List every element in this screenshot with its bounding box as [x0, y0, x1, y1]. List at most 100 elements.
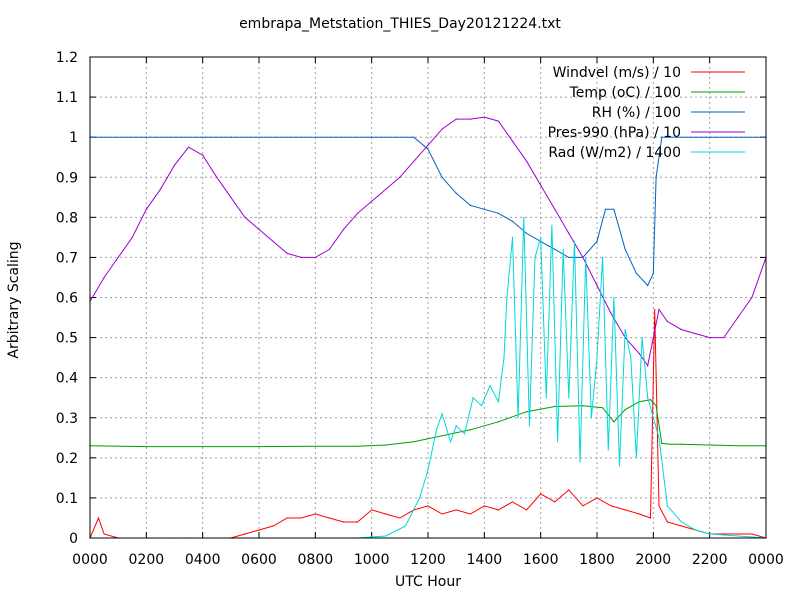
data-point: [314, 445, 316, 447]
data-point: [647, 397, 649, 399]
data-point: [272, 525, 274, 527]
data-point: [286, 517, 288, 519]
legend-label: RH (%) / 100: [592, 105, 681, 121]
x-tick-label: 0000: [748, 552, 784, 568]
data-point: [540, 493, 542, 495]
x-tick-label: 2200: [692, 552, 728, 568]
data-point: [638, 513, 640, 515]
data-point: [709, 533, 711, 535]
series-line-4: [90, 217, 767, 539]
data-point: [497, 212, 500, 214]
data-point: [497, 120, 500, 122]
data-point: [579, 461, 581, 463]
data-point: [469, 204, 471, 206]
data-point: [427, 469, 429, 471]
data-point: [680, 521, 683, 523]
legend-label: Temp (oC) / 100: [569, 85, 681, 101]
data-point: [649, 517, 652, 519]
data-point: [604, 208, 607, 210]
data-point: [568, 397, 570, 399]
data-point: [680, 525, 683, 527]
data-point: [230, 196, 232, 198]
data-point: [480, 405, 483, 407]
data-point: [723, 533, 725, 535]
data-point: [658, 437, 660, 439]
data-point: [596, 497, 598, 499]
data-point: [385, 535, 387, 537]
data-point: [669, 443, 671, 445]
data-point: [523, 216, 525, 218]
x-tick-label: 0800: [298, 552, 334, 568]
x-tick-label: 0600: [241, 552, 277, 568]
data-point: [613, 421, 615, 423]
data-point: [145, 208, 147, 210]
data-point: [525, 232, 528, 234]
data-point: [540, 184, 542, 186]
data-point: [602, 256, 604, 259]
data-point: [585, 256, 587, 259]
x-tick-label: 0200: [129, 552, 165, 568]
data-point: [441, 413, 443, 415]
data-point: [610, 312, 612, 315]
x-tick-label: 1400: [467, 552, 503, 568]
data-point: [399, 176, 401, 178]
data-point: [638, 353, 640, 355]
data-point: [455, 118, 457, 120]
data-point: [455, 192, 457, 194]
data-point: [630, 357, 632, 359]
data-point: [534, 256, 536, 259]
data-point: [441, 435, 443, 437]
data-point: [613, 296, 615, 299]
data-point: [511, 236, 514, 238]
x-tick-label: 1800: [579, 552, 615, 568]
data-point: [635, 272, 638, 275]
data-point: [751, 533, 753, 535]
data-point: [641, 336, 643, 339]
data-point: [371, 136, 373, 138]
y-tick-label: 1.1: [56, 90, 78, 106]
data-point: [441, 128, 443, 130]
data-point: [528, 425, 531, 427]
data-point: [159, 188, 162, 190]
data-point: [545, 397, 547, 399]
data-point: [618, 465, 621, 467]
data-point: [652, 272, 654, 275]
data-point: [435, 429, 438, 431]
series-line-1: [89, 399, 766, 448]
data-point: [551, 224, 553, 226]
data-point: [737, 445, 739, 447]
data-point: [737, 533, 739, 535]
data-point: [568, 256, 570, 259]
data-point: [661, 136, 663, 138]
data-point: [624, 509, 626, 511]
data-point: [187, 146, 190, 148]
data-point: [173, 164, 176, 166]
data-point: [483, 116, 485, 118]
y-tick-label: 0.5: [56, 331, 78, 347]
data-point: [469, 513, 471, 515]
data-point: [342, 228, 345, 230]
data-point: [385, 444, 387, 446]
data-point: [356, 212, 359, 214]
data-point: [455, 509, 457, 511]
data-point: [202, 154, 204, 156]
data-point: [314, 256, 316, 259]
y-tick-label: 1.2: [56, 50, 78, 66]
data-point: [272, 240, 274, 242]
data-point: [258, 446, 260, 448]
data-point: [582, 405, 584, 407]
y-tick-label: 0.4: [56, 371, 78, 387]
series-line-2: [90, 136, 766, 287]
data-point: [590, 417, 592, 419]
data-point: [554, 248, 556, 250]
legend-label: Pres-990 (hPa) / 10: [548, 125, 681, 141]
data-point: [680, 443, 683, 445]
data-point: [427, 144, 429, 146]
data-point: [654, 308, 656, 311]
data-point: [694, 332, 697, 335]
data-point: [596, 357, 598, 359]
data-point: [328, 248, 331, 250]
data-point: [342, 521, 345, 523]
data-point: [314, 513, 316, 515]
data-point: [582, 505, 584, 507]
